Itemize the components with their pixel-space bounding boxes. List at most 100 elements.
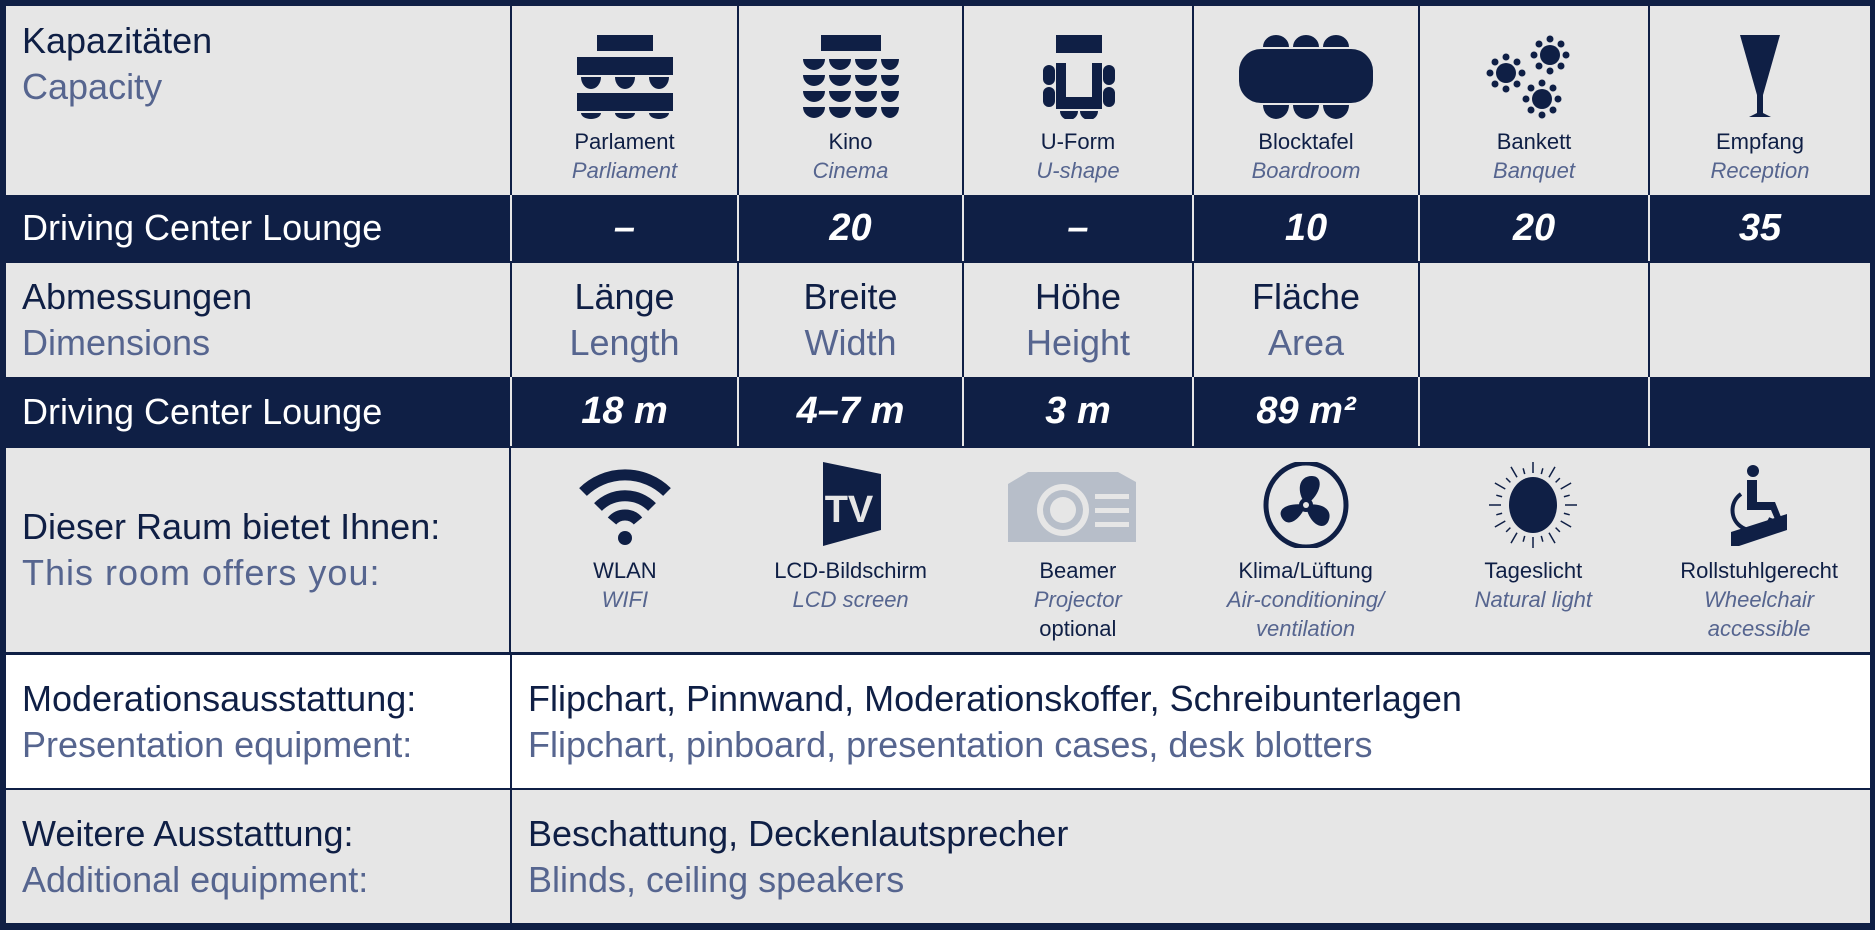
layout-u-shape: U-Form U-shape [962,6,1192,195]
empty-cell [1648,377,1870,446]
wifi-icon [578,469,671,545]
feature-wheelchair: Rollstuhlgerecht Wheelchair accessible [1648,448,1870,652]
feature-note: optional [1039,616,1117,641]
capacity-title-de: Kapazitäten [22,20,213,61]
feature-label-en: Wheelchair [1704,587,1815,612]
presentation-label-de: Moderationsausstattung: [22,677,417,719]
dimensions-title-de: Abmessungen [22,276,253,317]
sun-ray [1496,494,1503,498]
wheelchair-icon [1730,465,1788,546]
additional-label-en: Additional equipment: [22,858,369,900]
boardroom-icon [1239,35,1373,119]
dimension-width-de: Breite [803,276,898,317]
empty-cell [1418,377,1648,446]
layout-label-de: U-Form [1040,129,1116,154]
sun-ray [1564,494,1571,498]
dimension-width-en: Width [804,322,897,363]
capacity-value-u-shape: – [1067,206,1089,249]
feature-label-de: LCD-Bildschirm [774,558,927,583]
sun-ray [1496,512,1503,516]
sun-ray [1548,532,1556,544]
layout-boardroom: Blocktafel Boardroom [1192,6,1418,195]
length-value: 18 m [581,390,668,432]
capacity-title-en: Capacity [22,66,163,107]
sun-ray [1564,512,1571,516]
layout-label-de: Kino [828,129,873,154]
dimensions-title-en: Dimensions [22,322,211,363]
features-title-en: This room offers you: [22,552,381,593]
capacity-title: Kapazitäten Capacity [6,6,510,195]
additional-row: Weitere Ausstattung: Additional equipment… [6,790,1870,923]
sun-ray [1555,477,1561,483]
empty-cell [1648,263,1870,377]
feature-label-en: Air-conditioning/ [1226,587,1385,612]
feature-label-de: Tageslicht [1484,558,1583,583]
feature-label-en: Natural light [1474,587,1593,612]
feature-label-en: LCD screen [792,587,909,612]
feature-lcd: TV LCD-Bildschirm LCD screen [738,448,963,652]
room-name: Driving Center Lounge [22,207,383,248]
dimension-height-de: Höhe [1034,276,1122,317]
capacity-value-banquet: 20 [1512,206,1556,249]
sun-icon [1489,462,1578,548]
reception-glass-icon [1740,35,1780,117]
layout-label-de: Empfang [1715,129,1805,154]
sun-ray [1505,477,1512,483]
layout-label-en: Banquet [1493,158,1575,183]
room-name: Driving Center Lounge [22,390,383,432]
dimension-length-de: Länge [574,276,675,317]
area-value: 89 m² [1256,390,1356,432]
feature-projector: Beamer Projector optional [962,448,1193,652]
layout-label-en: Cinema [812,158,889,183]
sun-ray [1540,468,1544,475]
feature-wifi: WLAN WIFI [511,448,739,652]
sun-ray [1494,482,1507,490]
additional-value-en: Blinds, ceiling speakers [528,858,905,900]
sun-ray [1505,527,1512,533]
feature-label-de: Klima/Lüftung [1238,558,1373,583]
sun-ray [1548,466,1556,478]
feature-daylight: Tageslicht Natural light [1418,448,1649,652]
capacity-value-reception: 35 [1738,206,1782,249]
empty-cell [1418,263,1648,377]
sun-ray [1560,520,1572,528]
sun-ray [1494,520,1507,528]
u-shape-icon [1043,35,1115,119]
sun-ray [1522,468,1526,475]
banquet-icon [1486,35,1570,119]
sun-ray [1522,535,1526,542]
capacity-header-row: Kapazitäten Capacity Parlament Parliamen… [6,6,1870,195]
presentation-row: Moderationsausstattung: Presentation equi… [6,655,1870,788]
presentation-label-en: Presentation equipment: [22,723,413,765]
layout-parliament: Parlament Parliament [510,6,737,195]
feature-climate: Klima/Lüftung Air-conditioning/ ventilat… [1192,448,1419,652]
dimensions-header-row: Abmessungen Dimensions Länge Length Breite… [6,263,1870,377]
dimension-length-en: Length [569,322,680,363]
layout-label-en: Reception [1710,158,1810,183]
additional-value-de: Beschattung, Deckenlautsprecher [528,812,1069,854]
fan-icon [1263,462,1349,548]
layout-banquet: Bankett Banquet [1418,6,1648,195]
dimension-height-en: Height [1025,322,1131,363]
sun-ray [1510,532,1518,544]
feature-label-en-2: accessible [1707,616,1811,641]
layout-label-en: Parliament [571,158,678,183]
capacity-value-cinema: 20 [829,206,872,249]
cinema-icon [802,35,899,118]
dimensions-values-row: Driving Center Lounge 18 m 4–7 m 3 m 89 … [6,377,1870,446]
capacity-value-boardroom: 10 [1284,206,1328,249]
sun-ray [1555,527,1561,533]
presentation-value-de: Flipchart, Pinnwand, Moderationskoffer, … [528,677,1462,719]
layout-cinema: Kino Cinema [737,6,962,195]
height-value: 3 m [1045,390,1111,432]
additional-label-de: Weitere Ausstattung: [22,812,354,854]
features-row: Dieser Raum bietet Ihnen: This room offer… [6,448,1870,652]
layout-label-de: Parlament [574,129,675,154]
layout-label-en: U-shape [1036,158,1120,183]
features-title-de: Dieser Raum bietet Ihnen: [22,506,441,547]
tv-icon: TV [822,462,881,546]
layout-reception: Empfang Reception [1648,6,1870,195]
svg-text:TV: TV [824,489,873,531]
width-value: 4–7 m [796,390,905,432]
sun-ray [1540,535,1544,542]
